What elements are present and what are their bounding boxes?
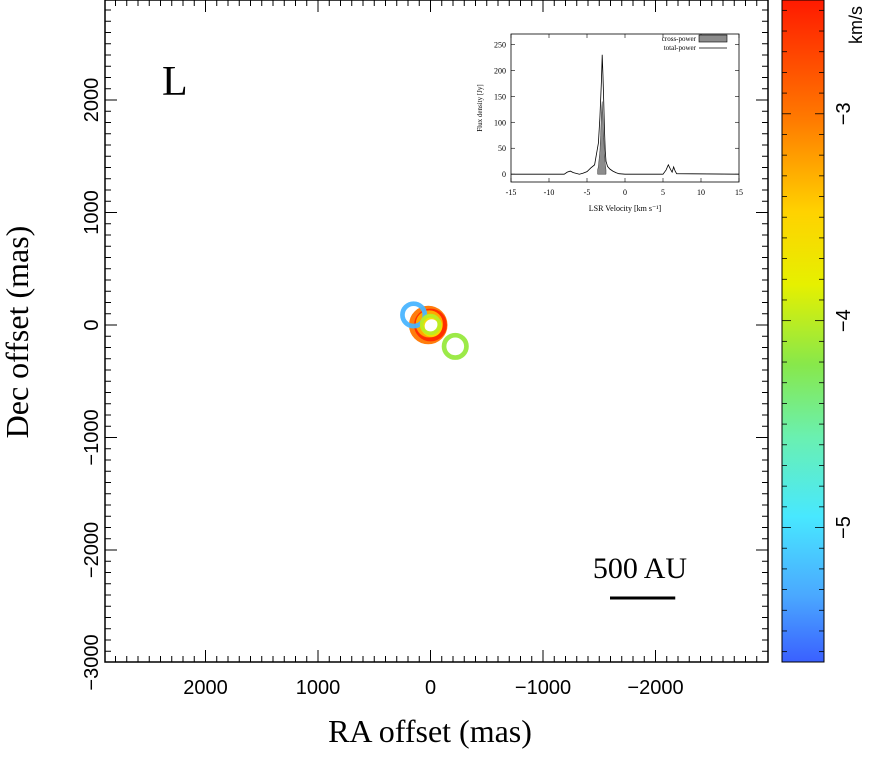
maser-spots (400, 301, 469, 360)
maser-spot (400, 301, 428, 329)
inset-x-label: LSR Velocity [km s⁻¹] (589, 204, 662, 213)
plot-frame (104, 0, 769, 663)
inset-y-tick-label: 50 (498, 144, 506, 153)
total-power-series (511, 54, 740, 175)
maser-spot (441, 332, 469, 360)
legend-cross-power-swatch (698, 34, 728, 43)
x-axis-label: RA offset (mas) (328, 713, 532, 749)
panel-label: L (162, 59, 188, 105)
y-axis-label: Dec offset (mas) (0, 226, 35, 439)
y-tick-label: 1000 (81, 190, 103, 235)
inset-y-tick-label: 0 (502, 170, 506, 179)
inset-x-tick-label: -15 (506, 188, 517, 197)
colorbar-tick-label: −5 (833, 516, 855, 539)
main-axis-ticks (105, 0, 768, 662)
y-tick-label: −2000 (81, 522, 103, 578)
x-tick-label: −1000 (515, 677, 571, 699)
scale-bar-label: 500 AU (593, 552, 688, 585)
inset-series (511, 54, 740, 175)
colorbar-label: km/s (846, 6, 866, 44)
colorbar-tick-label: −3 (833, 102, 855, 125)
inset-x-tick-label: -5 (584, 188, 591, 197)
main-tick-labels: 2000 1000 0 −1000 −2000200010000−1000−2000−3… (81, 78, 684, 699)
colorbar (781, 0, 825, 663)
colorbar-tick-label: −4 (833, 309, 855, 332)
y-tick-label: −1000 (81, 409, 103, 465)
inset-x-tick-label: 15 (735, 188, 743, 197)
legend-total-power: total-power (664, 44, 697, 52)
x-tick-label: 2000 (183, 677, 228, 699)
inset-y-tick-label: 250 (494, 40, 506, 49)
inset-y-tick-label: 200 (494, 66, 506, 75)
inset-y-tick-label: 100 (494, 118, 506, 127)
x-tick-label: −2000 (627, 677, 683, 699)
inset-y-tick-label: 150 (494, 92, 506, 101)
legend-cross-power: cross-power (662, 35, 697, 43)
inset-x-tick-label: -10 (544, 188, 555, 197)
maser-spot (419, 313, 442, 336)
colorbar-ticks: −3 −4 −5 (782, 9, 855, 653)
inset-x-tick-label: 10 (697, 188, 705, 197)
cross-power-series (597, 101, 607, 175)
inset-x-tick-label: 0 (623, 188, 627, 197)
x-tick-label: 1000 (296, 677, 341, 699)
inset-y-label: Flux density [Jy] (476, 84, 484, 131)
y-tick-label: −3000 (81, 634, 103, 690)
y-tick-label: 2000 (81, 78, 103, 123)
x-tick-label: 0 (425, 677, 436, 699)
y-tick-label: 0 (81, 319, 103, 330)
inset-frame (510, 33, 740, 183)
inset-x-tick-label: 5 (661, 188, 665, 197)
